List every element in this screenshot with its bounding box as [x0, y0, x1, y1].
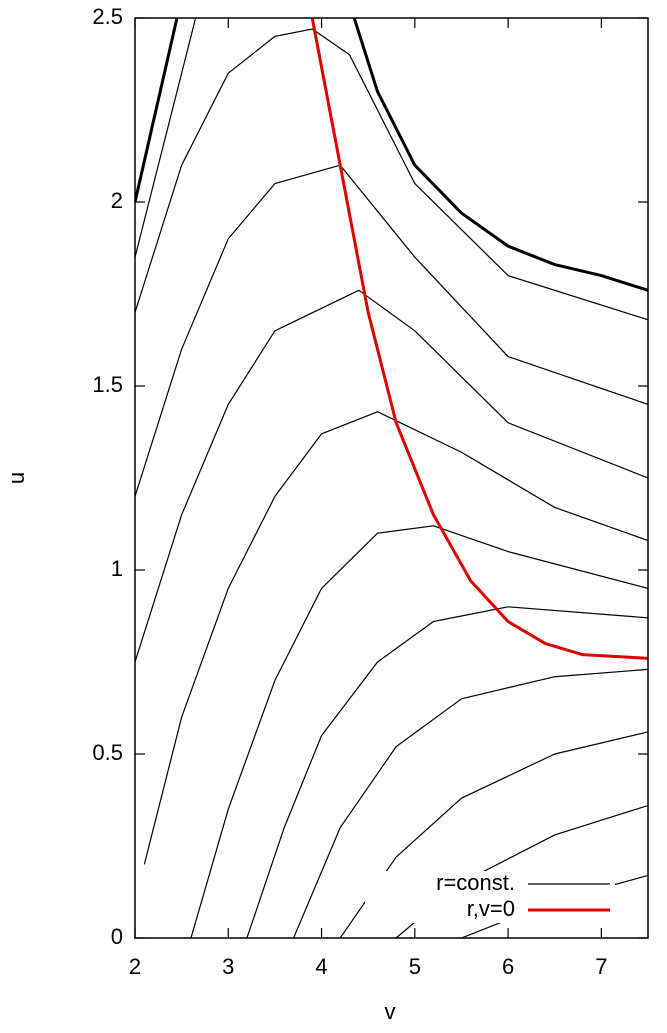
legend-label: r=const.	[436, 870, 515, 895]
x-tick-label: 5	[409, 954, 421, 979]
curve	[190, 525, 648, 938]
plot-frame	[134, 17, 649, 939]
x-tick-label: 3	[222, 954, 234, 979]
y-tick-label: 1	[111, 556, 123, 581]
curve	[310, 18, 648, 660]
legend-label: r,v=0	[467, 896, 515, 921]
curve	[135, 18, 179, 203]
curve	[352, 18, 648, 292]
x-tick-label: 7	[595, 954, 607, 979]
curve	[293, 668, 648, 938]
x-tick-label: 6	[502, 954, 514, 979]
x-tick-label: 2	[129, 954, 141, 979]
curve	[135, 28, 648, 321]
y-tick-label: 1.5	[92, 372, 123, 397]
legend: r=const.r,v=0	[365, 870, 615, 923]
x-tick-label: 4	[315, 954, 327, 979]
curve	[135, 164, 648, 497]
y-tick-label: 0	[111, 924, 123, 949]
y-axis-label: u	[4, 472, 29, 484]
y-tick-label: 2	[111, 188, 123, 213]
y-tick-label: 0.5	[92, 740, 123, 765]
curve	[135, 289, 648, 663]
curve	[143, 411, 648, 865]
curve	[135, 18, 197, 258]
plot-area	[135, 18, 648, 938]
x-axis-label: v	[385, 999, 396, 1024]
y-tick-label: 2.5	[92, 4, 123, 29]
curve	[246, 606, 648, 938]
